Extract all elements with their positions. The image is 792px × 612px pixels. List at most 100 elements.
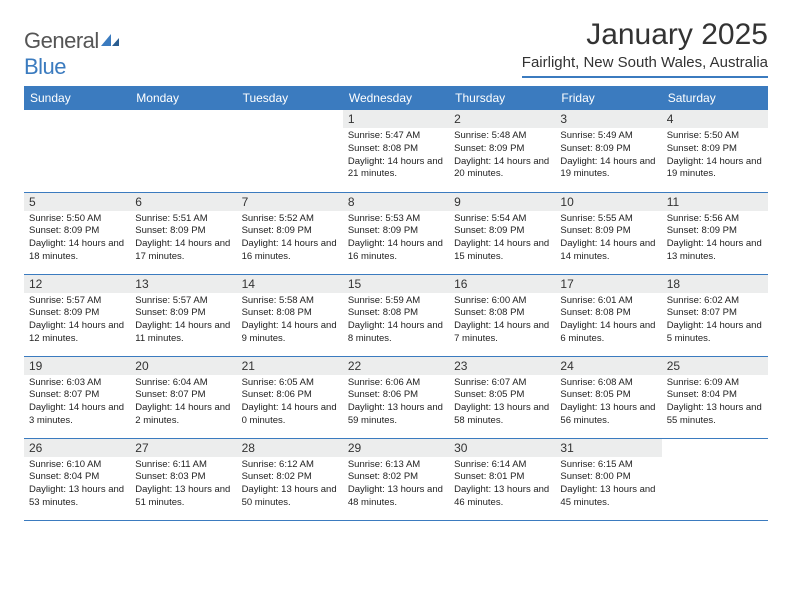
- day-data: Sunrise: 5:52 AMSunset: 8:09 PMDaylight:…: [237, 211, 343, 268]
- day-data: Sunrise: 5:48 AMSunset: 8:09 PMDaylight:…: [449, 128, 555, 185]
- calendar-row: 26Sunrise: 6:10 AMSunset: 8:04 PMDayligh…: [24, 438, 768, 520]
- logo-part2: Blue: [24, 54, 66, 79]
- day-data: Sunrise: 6:04 AMSunset: 8:07 PMDaylight:…: [130, 375, 236, 432]
- day-number: 20: [130, 357, 236, 375]
- calendar-cell: 10Sunrise: 5:55 AMSunset: 8:09 PMDayligh…: [555, 192, 661, 274]
- calendar-cell: 13Sunrise: 5:57 AMSunset: 8:09 PMDayligh…: [130, 274, 236, 356]
- calendar-cell: 12Sunrise: 5:57 AMSunset: 8:09 PMDayligh…: [24, 274, 130, 356]
- day-number: 3: [555, 110, 661, 128]
- day-data: Sunrise: 5:51 AMSunset: 8:09 PMDaylight:…: [130, 211, 236, 268]
- day-data: Sunrise: 6:12 AMSunset: 8:02 PMDaylight:…: [237, 457, 343, 514]
- calendar-cell: 3Sunrise: 5:49 AMSunset: 8:09 PMDaylight…: [555, 110, 661, 192]
- day-number: 19: [24, 357, 130, 375]
- day-number: 24: [555, 357, 661, 375]
- weekday-header: Sunday: [24, 86, 130, 110]
- calendar-cell: 31Sunrise: 6:15 AMSunset: 8:00 PMDayligh…: [555, 438, 661, 520]
- calendar-cell: 14Sunrise: 5:58 AMSunset: 8:08 PMDayligh…: [237, 274, 343, 356]
- calendar-row: 12Sunrise: 5:57 AMSunset: 8:09 PMDayligh…: [24, 274, 768, 356]
- day-number: 8: [343, 193, 449, 211]
- calendar-cell: 24Sunrise: 6:08 AMSunset: 8:05 PMDayligh…: [555, 356, 661, 438]
- logo: GeneralBlue: [24, 18, 121, 80]
- day-number: 11: [662, 193, 768, 211]
- day-number: 15: [343, 275, 449, 293]
- calendar-cell: 9Sunrise: 5:54 AMSunset: 8:09 PMDaylight…: [449, 192, 555, 274]
- day-data: Sunrise: 5:57 AMSunset: 8:09 PMDaylight:…: [130, 293, 236, 350]
- day-data: Sunrise: 6:11 AMSunset: 8:03 PMDaylight:…: [130, 457, 236, 514]
- calendar-cell: 20Sunrise: 6:04 AMSunset: 8:07 PMDayligh…: [130, 356, 236, 438]
- title-block: January 2025 Fairlight, New South Wales,…: [522, 18, 768, 78]
- day-number: 2: [449, 110, 555, 128]
- day-data: Sunrise: 5:55 AMSunset: 8:09 PMDaylight:…: [555, 211, 661, 268]
- calendar-cell: 22Sunrise: 6:06 AMSunset: 8:06 PMDayligh…: [343, 356, 449, 438]
- day-data: Sunrise: 5:56 AMSunset: 8:09 PMDaylight:…: [662, 211, 768, 268]
- day-number: 6: [130, 193, 236, 211]
- day-number: 5: [24, 193, 130, 211]
- day-number: 28: [237, 439, 343, 457]
- header: GeneralBlue January 2025 Fairlight, New …: [24, 18, 768, 80]
- weekday-header: Tuesday: [237, 86, 343, 110]
- calendar-table: Sunday Monday Tuesday Wednesday Thursday…: [24, 86, 768, 521]
- day-number: 27: [130, 439, 236, 457]
- calendar-row: 5Sunrise: 5:50 AMSunset: 8:09 PMDaylight…: [24, 192, 768, 274]
- day-number: 12: [24, 275, 130, 293]
- calendar-cell: [237, 110, 343, 192]
- day-data: Sunrise: 5:47 AMSunset: 8:08 PMDaylight:…: [343, 128, 449, 185]
- weekday-header: Monday: [130, 86, 236, 110]
- day-number: 7: [237, 193, 343, 211]
- day-data: Sunrise: 6:13 AMSunset: 8:02 PMDaylight:…: [343, 457, 449, 514]
- month-title: January 2025: [522, 18, 768, 52]
- day-data: Sunrise: 5:49 AMSunset: 8:09 PMDaylight:…: [555, 128, 661, 185]
- day-data: Sunrise: 6:01 AMSunset: 8:08 PMDaylight:…: [555, 293, 661, 350]
- calendar-cell: 4Sunrise: 5:50 AMSunset: 8:09 PMDaylight…: [662, 110, 768, 192]
- day-data: Sunrise: 6:07 AMSunset: 8:05 PMDaylight:…: [449, 375, 555, 432]
- day-number: 30: [449, 439, 555, 457]
- calendar-cell: [24, 110, 130, 192]
- day-number: 31: [555, 439, 661, 457]
- day-data: Sunrise: 5:54 AMSunset: 8:09 PMDaylight:…: [449, 211, 555, 268]
- logo-text: GeneralBlue: [24, 28, 121, 80]
- calendar-cell: 8Sunrise: 5:53 AMSunset: 8:09 PMDaylight…: [343, 192, 449, 274]
- calendar-cell: 15Sunrise: 5:59 AMSunset: 8:08 PMDayligh…: [343, 274, 449, 356]
- calendar-cell: 29Sunrise: 6:13 AMSunset: 8:02 PMDayligh…: [343, 438, 449, 520]
- day-number: 16: [449, 275, 555, 293]
- day-number: 26: [24, 439, 130, 457]
- day-data: Sunrise: 6:06 AMSunset: 8:06 PMDaylight:…: [343, 375, 449, 432]
- calendar-cell: 26Sunrise: 6:10 AMSunset: 8:04 PMDayligh…: [24, 438, 130, 520]
- calendar-cell: 1Sunrise: 5:47 AMSunset: 8:08 PMDaylight…: [343, 110, 449, 192]
- day-data: Sunrise: 5:58 AMSunset: 8:08 PMDaylight:…: [237, 293, 343, 350]
- calendar-cell: 30Sunrise: 6:14 AMSunset: 8:01 PMDayligh…: [449, 438, 555, 520]
- day-number: 10: [555, 193, 661, 211]
- day-data: Sunrise: 6:03 AMSunset: 8:07 PMDaylight:…: [24, 375, 130, 432]
- day-number: 25: [662, 357, 768, 375]
- calendar-cell: 17Sunrise: 6:01 AMSunset: 8:08 PMDayligh…: [555, 274, 661, 356]
- day-data: Sunrise: 5:57 AMSunset: 8:09 PMDaylight:…: [24, 293, 130, 350]
- weekday-header-row: Sunday Monday Tuesday Wednesday Thursday…: [24, 86, 768, 110]
- day-number: 13: [130, 275, 236, 293]
- calendar-cell: [130, 110, 236, 192]
- calendar-cell: 6Sunrise: 5:51 AMSunset: 8:09 PMDaylight…: [130, 192, 236, 274]
- calendar-cell: 23Sunrise: 6:07 AMSunset: 8:05 PMDayligh…: [449, 356, 555, 438]
- calendar-cell: 25Sunrise: 6:09 AMSunset: 8:04 PMDayligh…: [662, 356, 768, 438]
- day-number: 1: [343, 110, 449, 128]
- day-data: Sunrise: 6:14 AMSunset: 8:01 PMDaylight:…: [449, 457, 555, 514]
- day-number: 14: [237, 275, 343, 293]
- day-data: Sunrise: 5:53 AMSunset: 8:09 PMDaylight:…: [343, 211, 449, 268]
- day-data: Sunrise: 6:02 AMSunset: 8:07 PMDaylight:…: [662, 293, 768, 350]
- day-number: 29: [343, 439, 449, 457]
- day-data: Sunrise: 6:09 AMSunset: 8:04 PMDaylight:…: [662, 375, 768, 432]
- day-data: Sunrise: 5:50 AMSunset: 8:09 PMDaylight:…: [24, 211, 130, 268]
- weekday-header: Wednesday: [343, 86, 449, 110]
- day-number: 22: [343, 357, 449, 375]
- logo-part1: General: [24, 28, 99, 53]
- day-number: 9: [449, 193, 555, 211]
- logo-sail-icon: [99, 28, 121, 44]
- day-number: 4: [662, 110, 768, 128]
- calendar-cell: 16Sunrise: 6:00 AMSunset: 8:08 PMDayligh…: [449, 274, 555, 356]
- day-data: Sunrise: 6:15 AMSunset: 8:00 PMDaylight:…: [555, 457, 661, 514]
- day-data: Sunrise: 5:59 AMSunset: 8:08 PMDaylight:…: [343, 293, 449, 350]
- calendar-cell: 19Sunrise: 6:03 AMSunset: 8:07 PMDayligh…: [24, 356, 130, 438]
- location: Fairlight, New South Wales, Australia: [522, 54, 768, 71]
- day-data: Sunrise: 6:10 AMSunset: 8:04 PMDaylight:…: [24, 457, 130, 514]
- weekday-header: Saturday: [662, 86, 768, 110]
- day-number: 18: [662, 275, 768, 293]
